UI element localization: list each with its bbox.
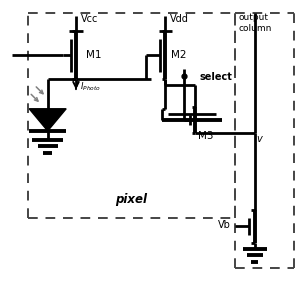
- Polygon shape: [29, 109, 66, 131]
- Text: Vb: Vb: [218, 220, 231, 230]
- Text: Vcc: Vcc: [80, 14, 98, 24]
- Text: M1: M1: [86, 50, 102, 60]
- Text: select: select: [200, 72, 232, 83]
- Text: v: v: [256, 134, 262, 144]
- Text: M3: M3: [198, 131, 214, 141]
- Text: pixel: pixel: [115, 193, 147, 206]
- Text: $I_{Photo}$: $I_{Photo}$: [80, 80, 101, 93]
- Text: M2: M2: [171, 50, 187, 60]
- Text: output
column: output column: [238, 13, 272, 33]
- Text: Vdd: Vdd: [170, 14, 189, 24]
